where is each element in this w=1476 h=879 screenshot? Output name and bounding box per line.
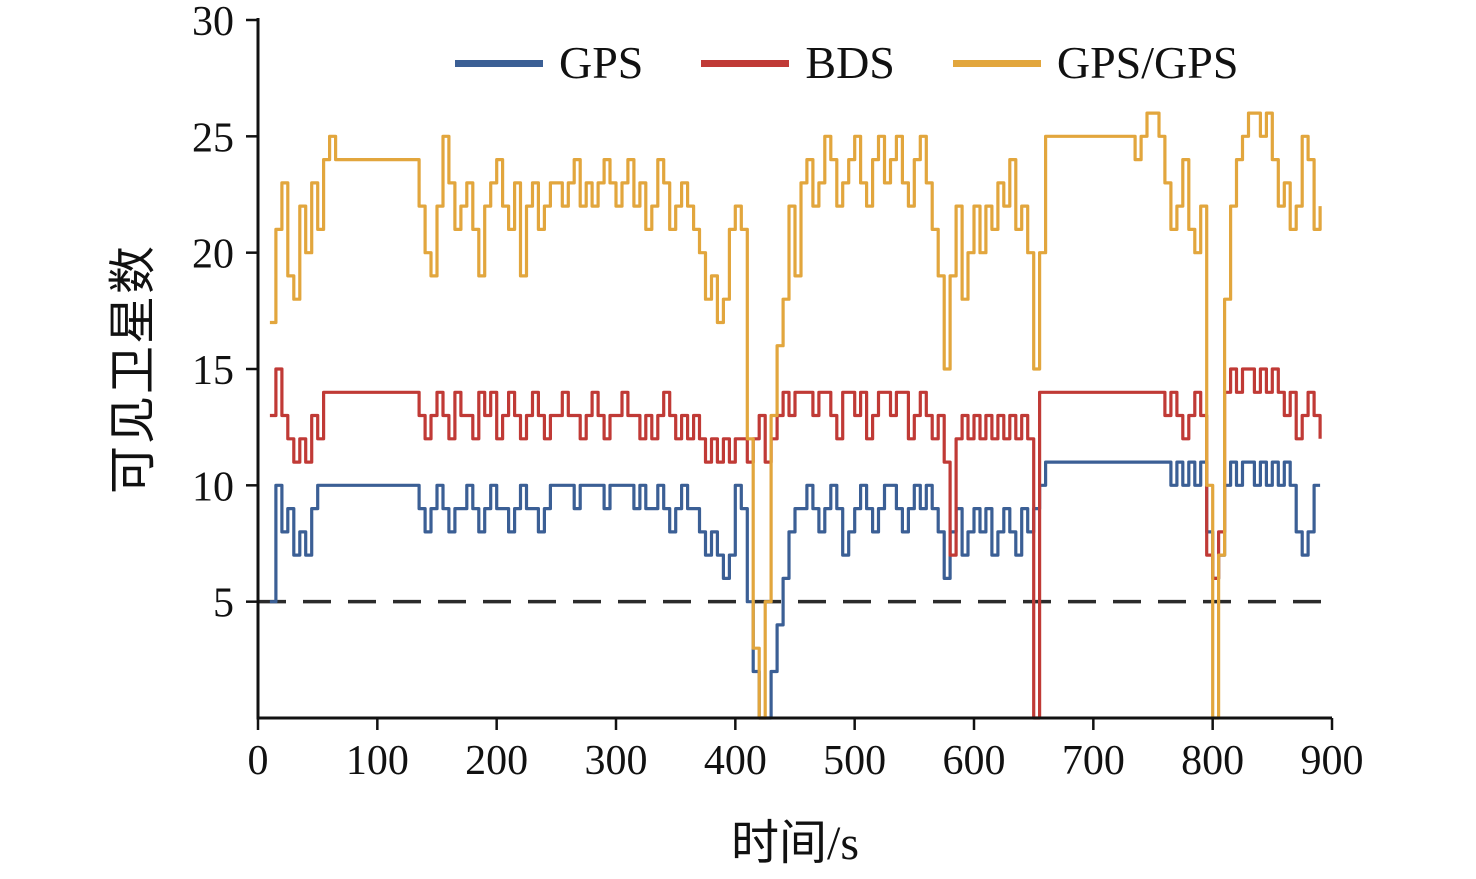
y-tick-label: 25 [192, 115, 234, 161]
x-tick-label: 800 [1181, 738, 1244, 784]
legend-line-swatch [701, 59, 790, 67]
x-tick-label: 700 [1062, 738, 1125, 784]
y-tick-label: 10 [192, 464, 234, 510]
x-tick-label: 0 [248, 738, 269, 784]
y-tick-label: 5 [213, 581, 234, 627]
series-line-bds [269, 367, 1322, 720]
x-tick-label: 900 [1301, 738, 1364, 784]
x-axis-label: 时间/s [730, 817, 860, 870]
x-tick-label: 400 [704, 738, 767, 784]
legend-item: GPS [455, 40, 643, 86]
x-tick-label: 600 [943, 738, 1006, 784]
legend-label: BDS [805, 37, 895, 88]
legend-label: GPS/GPS [1056, 37, 1239, 88]
series-line-gps-gps [269, 111, 1322, 720]
x-tick-label: 100 [346, 738, 409, 784]
y-tick-label: 30 [192, 0, 234, 45]
legend-item: BDS [701, 37, 895, 88]
legend-line-swatch [952, 59, 1041, 67]
y-axis-label: 可见卫星数 [107, 243, 160, 495]
legend-item: GPS/GPS [952, 37, 1239, 88]
legend-label: GPS [559, 37, 644, 88]
x-tick-label: 300 [585, 738, 648, 784]
legend: GPS BDS GPS/GPS [455, 40, 1238, 86]
y-tick-label: 20 [192, 232, 234, 278]
x-tick-label: 500 [823, 738, 886, 784]
x-tick-label: 200 [465, 738, 528, 784]
legend-line-swatch [455, 59, 543, 67]
y-tick-label: 15 [192, 348, 234, 394]
series-line-gps [269, 460, 1321, 720]
